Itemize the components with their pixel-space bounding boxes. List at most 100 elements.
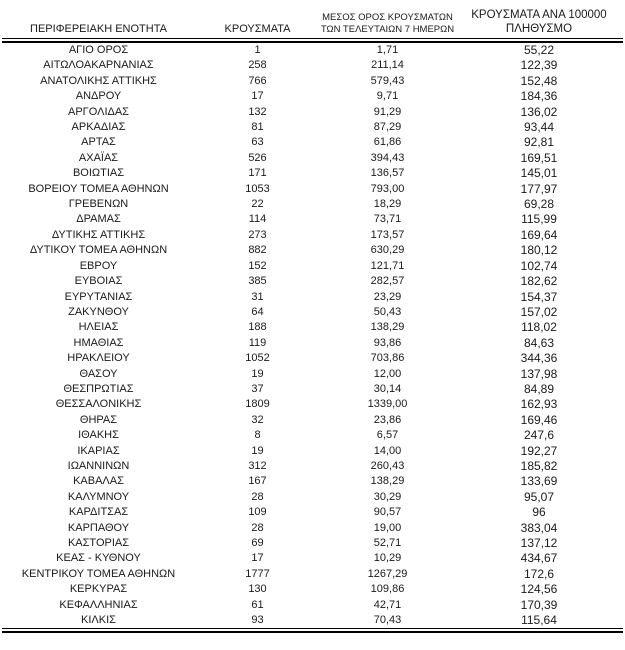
cell-region: ΗΡΑΚΛΕΙΟΥ (67, 352, 130, 365)
cell-avg_7day: 1339,00 (367, 398, 408, 411)
cell-cases: 19 (251, 367, 264, 380)
cell-per_100k: 84,89 (523, 381, 555, 396)
report-page: ΠΕΡΙΦΕΡΕΙΑΚΗ ΕΝΟΤΗΤΑ ΚΡΟΥΣΜΑΤΑ ΜΕΣΟΣ ΟΡΟ… (2, 9, 623, 634)
cell-region: ΒΟΡΕΙΟΥ ΤΟΜΕΑ ΑΘΗΝΩΝ (28, 182, 169, 195)
cell-region: ΖΑΚΥΝΘΟΥ (68, 305, 129, 318)
cell-cases: 1777 (245, 567, 270, 580)
bottom-rule (2, 628, 623, 634)
table-row: ΓΡΕΒΕΝΩΝ 22 18,29 69,28 (2, 197, 623, 212)
cell-cases: 152 (248, 259, 267, 272)
table-row: ΙΩΑΝΝΙΝΩΝ 312 260,43 185,82 (2, 459, 623, 474)
table-body: ΑΓΙΟ ΟΡΟΣ 1 1,71 55,22 ΑΙΤΩΛΟΑΚΑΡΝΑΝΙΑΣ 258 21… (2, 43, 623, 628)
column-header-cases: ΚΡΟΥΣΜΑΤΑ (195, 9, 320, 38)
cell-per_100k: 137,12 (520, 536, 558, 550)
table-row: ΗΡΑΚΛΕΙΟΥ 1052 703,86 344,36 (2, 351, 623, 366)
cell-avg_7day: 260,43 (370, 459, 405, 472)
cell-per_100k: 115,99 (521, 212, 557, 227)
cell-region: ΑΡΤΑΣ (81, 136, 116, 149)
cell-cases: 114 (248, 213, 267, 226)
cell-region: ΚΑΡΔΙΤΣΑΣ (68, 506, 129, 519)
cell-avg_7day: 10,29 (373, 552, 402, 565)
cell-avg_7day: 90,57 (373, 506, 402, 519)
cell-cases: 766 (248, 74, 267, 87)
cell-region: ΔΡΑΜΑΣ (76, 213, 121, 226)
table-row: ΔΥΤΙΚΟΥ ΤΟΜΕΑ ΑΘΗΝΩΝ 882 630,29 180,12 (2, 243, 623, 258)
cell-avg_7day: 18,29 (373, 198, 402, 211)
table-row: ΚΑΡΠΑΘΟΥ 28 19,00 383,04 (2, 521, 623, 536)
cell-cases: 32 (251, 413, 264, 426)
column-header-region-label: ΠΕΡΙΦΕΡΕΙΑΚΗ ΕΝΟΤΗΤΑ (30, 23, 167, 35)
cell-region: ΕΥΒΟΙΑΣ (74, 275, 123, 288)
cell-avg_7day: 30,29 (373, 490, 402, 503)
cell-region: ΙΘΑΚΗΣ (78, 429, 119, 442)
table-row: ΚΙΛΚΙΣ 93 70,43 115,64 (2, 613, 623, 628)
cell-cases: 19 (251, 444, 264, 457)
cell-region: ΚΑΛΥΜΝΟΥ (67, 490, 130, 503)
cell-region: ΙΚΑΡΙΑΣ (77, 444, 120, 457)
table-row: ΑΝΑΤΟΛΙΚΗΣ ΑΤΤΙΚΗΣ 766 579,43 152,48 (2, 74, 623, 89)
cell-avg_7day: 23,86 (373, 413, 402, 426)
cell-cases: 882 (248, 244, 267, 257)
cell-region: ΓΡΕΒΕΝΩΝ (68, 198, 129, 211)
cell-per_100k: 170,39 (520, 597, 558, 612)
table-row: ΑΝΔΡΟΥ 17 9,71 184,36 (2, 89, 623, 104)
cell-avg_7day: 703,86 (370, 352, 405, 365)
header-row: ΠΕΡΙΦΕΡΕΙΑΚΗ ΕΝΟΤΗΤΑ ΚΡΟΥΣΜΑΤΑ ΜΕΣΟΣ ΟΡΟ… (2, 9, 623, 38)
cell-region: ΚΑΒΑΛΑΣ (73, 475, 124, 488)
cell-per_100k: 102,74 (520, 258, 558, 273)
cell-avg_7day: 121,71 (370, 259, 405, 272)
cell-per_100k: 247,6 (523, 428, 555, 443)
table-footer (2, 628, 623, 634)
cell-cases: 69 (251, 537, 264, 549)
cell-region: ΗΛΕΙΑΣ (78, 321, 119, 334)
table-row: ΚΕΑΣ - ΚΥΘΝΟΥ 17 10,29 434,67 (2, 551, 623, 566)
cell-per_100k: 136,02 (520, 104, 558, 119)
cell-cases: 61 (251, 598, 264, 611)
cell-cases: 81 (251, 121, 264, 134)
cell-per_100k: 169,64 (520, 227, 558, 242)
cell-cases: 1053 (245, 182, 270, 195)
cell-cases: 312 (248, 459, 267, 472)
cell-region: ΗΜΑΘΙΑΣ (73, 336, 124, 349)
cell-cases: 130 (248, 583, 267, 596)
table-row: ΒΟΡΕΙΟΥ ΤΟΜΕΑ ΑΘΗΝΩΝ 1053 793,00 177,97 (2, 182, 623, 197)
cell-cases: 167 (248, 475, 267, 488)
table-row: ΘΑΣΟΥ 19 12,00 137,98 (2, 367, 623, 382)
cell-avg_7day: 14,00 (373, 444, 402, 457)
cell-region: ΘΗΡΑΣ (79, 413, 118, 426)
cell-region: ΚΑΡΠΑΘΟΥ (67, 521, 130, 534)
cell-cases: 31 (251, 290, 264, 303)
cell-cases: 526 (248, 151, 267, 164)
cell-per_100k: 172,6 (523, 566, 555, 581)
cell-per_100k: 92,81 (523, 135, 555, 150)
cell-per_100k: 69,28 (523, 197, 555, 212)
cell-per_100k: 185,82 (520, 458, 558, 473)
cell-per_100k: 177,97 (520, 181, 558, 196)
column-header-region: ΠΕΡΙΦΕΡΕΙΑΚΗ ΕΝΟΤΗΤΑ (2, 9, 195, 38)
table-row: ΗΜΑΘΙΑΣ 119 93,86 84,63 (2, 336, 623, 351)
cell-region: ΙΩΑΝΝΙΝΩΝ (67, 459, 130, 472)
cell-per_100k: 182,62 (520, 274, 558, 289)
cell-region: ΚΕΝΤΡΙΚΟΥ ΤΟΜΕΑ ΑΘΗΝΩΝ (21, 567, 176, 580)
table-row: ΒΟΙΩΤΙΑΣ 171 136,57 145,01 (2, 166, 623, 181)
cell-region: ΕΒΡΟΥ (79, 259, 118, 272)
cell-per_100k: 154,37 (520, 289, 558, 304)
cell-cases: 64 (251, 305, 264, 318)
cell-avg_7day: 93,86 (373, 336, 402, 349)
cell-avg_7day: 61,86 (373, 136, 402, 149)
cell-cases: 17 (251, 90, 264, 103)
column-header-per-100k-line2: ΠΛΗΘΥΣΜΟ (505, 22, 573, 35)
cell-avg_7day: 30,14 (373, 382, 402, 395)
column-header-per-100k-line1: ΚΡΟΥΣΜΑΤΑ ΑΝΑ 100000 (471, 9, 607, 21)
cell-avg_7day: 138,29 (370, 321, 405, 334)
cell-per_100k: 344,36 (520, 351, 558, 366)
cell-region: ΕΥΡΥΤΑΝΙΑΣ (64, 290, 133, 303)
cell-region: ΚΕΡΚΥΡΑΣ (69, 583, 128, 596)
cell-cases: 28 (251, 490, 264, 503)
column-header-avg-7day-line1: ΜΕΣΟΣ ΟΡΟΣ ΚΡΟΥΣΜΑΤΩΝ (322, 12, 453, 23)
cell-per_100k: 152,48 (520, 73, 558, 88)
cell-avg_7day: 579,43 (370, 74, 405, 87)
table-row: ΙΘΑΚΗΣ 8 6,57 247,6 (2, 428, 623, 443)
cell-cases: 17 (251, 552, 264, 565)
cell-cases: 385 (248, 275, 267, 288)
